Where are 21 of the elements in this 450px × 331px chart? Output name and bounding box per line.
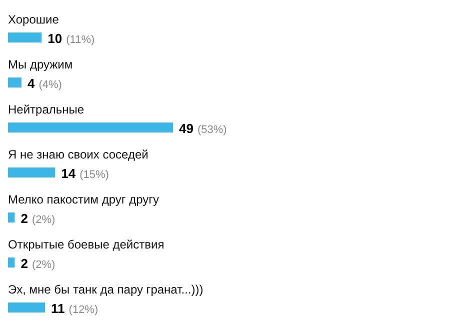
bar (8, 168, 56, 178)
bar (8, 78, 22, 88)
bar (8, 302, 46, 312)
bar (8, 258, 15, 268)
data-label: 49 (53%) (179, 121, 227, 136)
data-label: 2 (2%) (20, 256, 56, 272)
bar (8, 212, 15, 222)
data-label: 10 (11%) (48, 31, 95, 46)
y-tick-label: Эх, мне бы танк да пару гранат...))) (8, 282, 204, 296)
data-label: 2 (2%) (20, 211, 56, 226)
y-tick-label: Хорошие (8, 12, 60, 26)
y-tick-label: Нейтральные (8, 102, 84, 116)
bar (8, 32, 42, 42)
y-tick-label: Мы дружим (8, 58, 73, 72)
data-label: 4 (4%) (27, 76, 62, 92)
y-tick-label: Я не знаю своих соседей (8, 148, 148, 162)
y-tick-label: Мелко пакостим друг другу (8, 192, 159, 206)
data-label: 14 (15%) (61, 166, 109, 182)
bar (8, 122, 173, 132)
data-label: 11 (12%) (51, 301, 98, 316)
y-tick-label: Открытые боевые действия (8, 238, 164, 252)
